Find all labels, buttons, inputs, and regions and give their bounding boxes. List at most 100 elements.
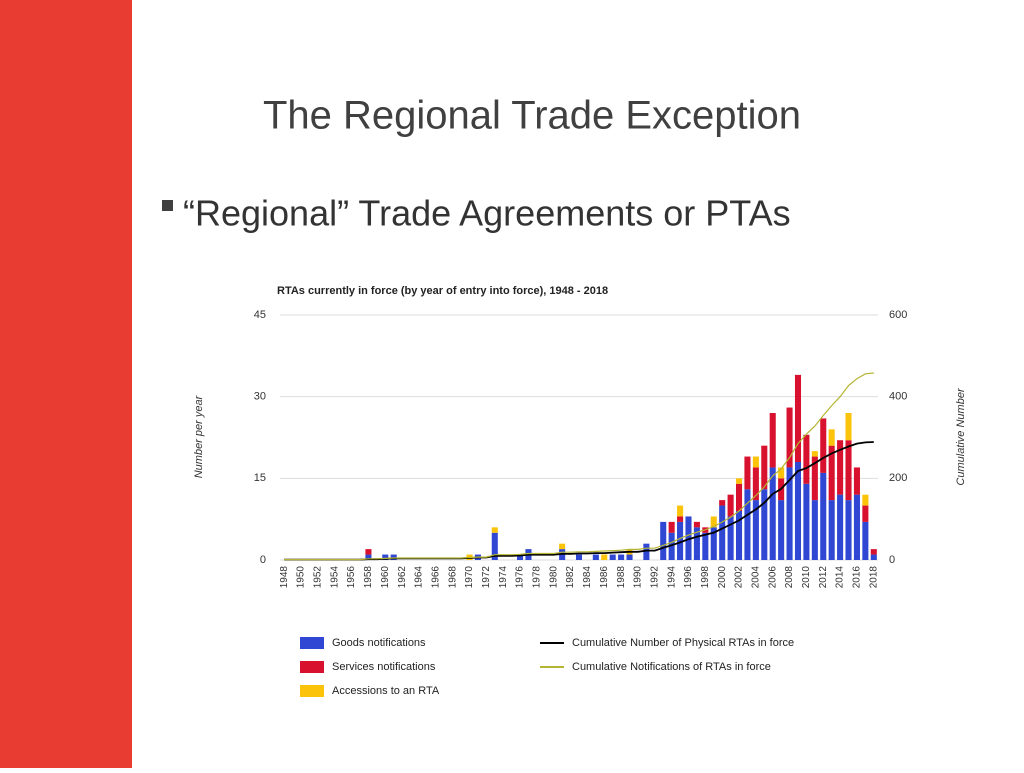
x-tick-label: 1992 xyxy=(649,566,660,589)
bar-segment xyxy=(719,505,726,560)
chart-title: RTAs currently in force (by year of entr… xyxy=(277,285,608,297)
bar-segment xyxy=(752,467,759,501)
bar-segment xyxy=(769,413,776,468)
x-tick-label: 2004 xyxy=(751,566,762,589)
bar-segment xyxy=(677,505,684,517)
bar-segment xyxy=(811,451,818,457)
bar-segment xyxy=(870,554,877,560)
bar-segment xyxy=(592,554,599,560)
x-tick-label: 2014 xyxy=(835,566,846,589)
bar-segment xyxy=(862,521,869,560)
y-axis-label: Number per year xyxy=(193,394,205,478)
bar-segment xyxy=(660,521,667,560)
slide-title: The Regional Trade Exception xyxy=(263,94,801,138)
bar-segment xyxy=(693,521,700,528)
x-tick-label: 1980 xyxy=(548,566,559,589)
x-tick-label: 1990 xyxy=(633,566,644,589)
bar-segment xyxy=(744,489,751,560)
bar-segment xyxy=(618,554,625,560)
x-tick-label: 1960 xyxy=(380,566,391,589)
x-tick-label: 2016 xyxy=(852,566,863,589)
bar-segment xyxy=(803,483,810,560)
x-tick-label: 2018 xyxy=(868,566,879,589)
x-tick-label: 1972 xyxy=(481,566,492,589)
x-tick-label: 2010 xyxy=(801,566,812,589)
bar-segment xyxy=(390,554,397,560)
x-tick-label: 1962 xyxy=(397,566,408,589)
bar-segment xyxy=(845,500,852,560)
bar-segment xyxy=(870,549,877,555)
bar-segment xyxy=(744,456,751,490)
x-tick-label: 2008 xyxy=(784,566,795,589)
bar-segment xyxy=(786,467,793,560)
bar-segment xyxy=(828,429,835,446)
bar-segment xyxy=(845,440,852,501)
bullet-text: “Regional” Trade Agreements or PTAs xyxy=(183,193,791,234)
y2-tick-label: 0 xyxy=(889,554,895,566)
x-tick-label: 1996 xyxy=(683,566,694,589)
bar-segment xyxy=(828,500,835,560)
bar-segment xyxy=(811,500,818,560)
x-tick-label: 1950 xyxy=(296,566,307,589)
bar-segment xyxy=(668,521,675,533)
bar-segment xyxy=(677,516,684,522)
legend-label: Accessions to an RTA xyxy=(332,685,440,697)
x-tick-label: 1966 xyxy=(430,566,441,589)
bar-segment xyxy=(719,500,726,506)
x-tick-label: 1964 xyxy=(414,566,425,589)
x-tick-label: 1948 xyxy=(279,566,290,589)
bar-segment xyxy=(702,532,709,560)
bar-segment xyxy=(778,467,785,479)
y2-tick-label: 400 xyxy=(889,391,907,403)
bar-segment xyxy=(626,554,633,560)
x-tick-label: 1994 xyxy=(666,566,677,589)
x-tick-label: 1970 xyxy=(464,566,475,589)
bar-segment xyxy=(727,494,734,517)
bar-segment xyxy=(853,494,860,560)
bullet-marker xyxy=(162,200,173,211)
bar-segment xyxy=(778,500,785,560)
legend-swatch xyxy=(300,637,324,649)
bar-segment xyxy=(761,489,768,560)
bar-segment xyxy=(794,462,802,560)
bar-segment xyxy=(677,521,684,560)
bar-segment xyxy=(491,527,498,533)
bar-segment xyxy=(710,527,717,560)
bar-segment xyxy=(609,554,616,560)
bar-segment xyxy=(491,532,498,560)
bar-segment xyxy=(517,554,524,560)
x-tick-label: 1968 xyxy=(447,566,458,589)
legend-label: Goods notifications xyxy=(332,637,426,649)
legend-swatch xyxy=(300,685,324,697)
bar-segment xyxy=(710,516,717,528)
cumulative-line xyxy=(284,372,874,561)
legend-label: Cumulative Notifications of RTAs in forc… xyxy=(572,661,771,673)
bar-segment xyxy=(820,472,827,560)
bar-segment xyxy=(365,554,372,560)
y2-tick-label: 200 xyxy=(889,472,907,484)
y2-tick-label: 600 xyxy=(889,309,907,321)
y-tick-label: 30 xyxy=(254,391,266,403)
legend-label: Cumulative Number of Physical RTAs in fo… xyxy=(572,637,794,649)
bar-segment xyxy=(761,445,768,490)
x-tick-label: 1984 xyxy=(582,566,593,589)
bar-segment xyxy=(828,445,835,501)
x-tick-label: 1978 xyxy=(532,566,543,589)
x-tick-label: 1988 xyxy=(616,566,627,589)
legend-swatch xyxy=(300,661,324,673)
bar-segment xyxy=(794,374,802,462)
bar-segment xyxy=(811,456,818,501)
y2-axis-label: Cumulative Number xyxy=(955,387,967,486)
bar-segment xyxy=(685,516,692,560)
bar-segment xyxy=(853,467,860,495)
x-tick-label: 1976 xyxy=(515,566,526,589)
bar-segment xyxy=(365,549,372,555)
bar-segment xyxy=(837,440,844,495)
x-tick-label: 2012 xyxy=(818,566,829,589)
y-tick-label: 45 xyxy=(254,309,266,321)
bar-segment xyxy=(735,483,743,511)
bar-segment xyxy=(786,407,793,468)
cumulative-line xyxy=(284,441,874,561)
bar-segment xyxy=(820,418,827,473)
